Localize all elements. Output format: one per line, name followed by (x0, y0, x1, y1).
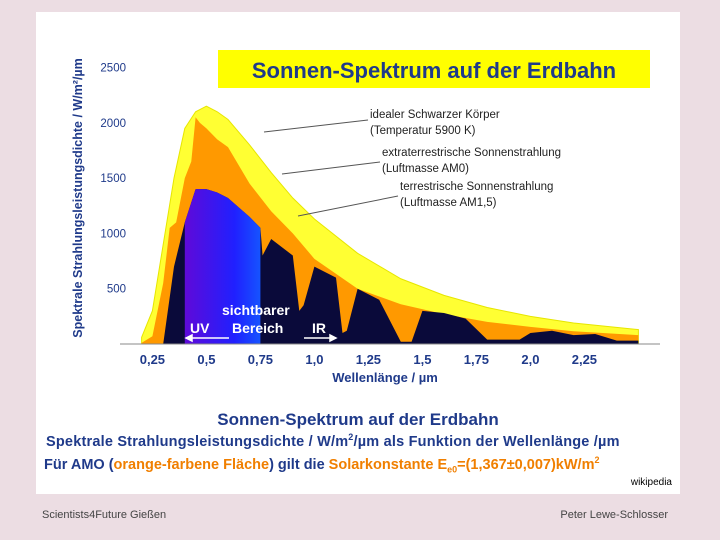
legend-blackbody-temp: (Temperatur 5900 K) (370, 125, 476, 137)
series-am15-area (163, 189, 639, 344)
caption-title: Sonnen-Spektrum auf der Erdbahn (217, 410, 499, 429)
y-axis-label: Spektrale Strahlungsleistungsdichte / W/… (71, 58, 85, 337)
legend-pointer-blackbody (263, 119, 369, 133)
caption-am0-highlight: Solarkonstante E (328, 456, 448, 473)
x-tick-label: 0,5 (197, 352, 215, 367)
chart-title-box (218, 50, 650, 88)
legend-am15-detail: (Luftmasse AM1,5) (400, 197, 497, 209)
x-tick-label: 1,5 (413, 352, 431, 367)
image-credit: wikipedia (630, 477, 672, 488)
uv-arrow-head (184, 333, 193, 343)
x-tick-label: 2,0 (521, 352, 539, 367)
visible-spectrum-rainbow (184, 189, 261, 344)
x-tick-label: 1,0 (305, 352, 323, 367)
legend-am15: terrestrische Sonnenstrahlung (400, 181, 553, 193)
x-tick-label: 0,75 (248, 352, 273, 367)
caption-subtitle: Spektrale Strahlungsleistungsdichte / W/… (46, 432, 676, 450)
x-axis-label: Wellenlänge / µm (332, 370, 438, 385)
caption-subtitle-rest: /µm als Funktion der Wellenlänge /µm (353, 433, 620, 450)
y-tick-label: 2500 (100, 63, 126, 75)
caption-am0-orange: orange-farbene Fläche (113, 456, 270, 473)
y-tick-label: 1000 (100, 228, 126, 240)
caption-am0-sup: 2 (594, 455, 600, 465)
annotation-visible-1: sichtbarer (222, 302, 290, 318)
legend-am0-detail: (Luftmasse AM0) (382, 163, 469, 175)
annotation-uv: UV (190, 320, 210, 336)
slide: 0,25 0,5 0,75 1,0 1,25 1,5 1,75 2,0 2,25 500 1000 1… (36, 12, 680, 494)
annotation-visible-2: Bereich (232, 320, 283, 336)
spectrum-chart-svg: 0,25 0,5 0,75 1,0 1,25 1,5 1,75 2,0 2,25 500 1000 1… (71, 50, 660, 385)
legend-blackbody: idealer Schwarzer Körper (370, 109, 500, 121)
x-tick-label: 1,75 (464, 352, 489, 367)
caption-am0-prefix: Für AMO ( (44, 456, 114, 473)
x-tick-label: 2,25 (572, 352, 597, 367)
x-tick-label: 1,25 (356, 352, 381, 367)
footer-right: Peter Lewe-Schlosser (560, 509, 668, 521)
legend-am0: extraterrestrische Sonnenstrahlung (382, 147, 561, 159)
legend-pointer-am15 (297, 195, 399, 217)
caption-am0-value: =(1,367±0,007)kW/m (457, 456, 595, 473)
chart: 0,25 0,5 0,75 1,0 1,25 1,5 1,75 2,0 2,25 500 1000 1… (36, 12, 680, 410)
legend-pointer-am0 (281, 161, 381, 175)
y-tick-label: 1500 (100, 173, 126, 185)
y-tick-label: 2000 (100, 118, 126, 130)
ir-arrow-head (329, 333, 338, 343)
caption-am0-sub: e0 (447, 464, 458, 475)
caption-am0-mid: ) gilt die (269, 456, 329, 473)
caption-am0: Für AMO (orange-farbene Fläche) gilt die… (44, 455, 599, 475)
y-tick-label: 500 (107, 284, 126, 296)
caption-subtitle-sup: 2 (348, 432, 354, 442)
caption-subtitle-text: Spektrale Strahlungsleistungsdichte / W/… (46, 433, 349, 450)
annotation-ir: IR (312, 320, 326, 336)
chart-title: Sonnen-Spektrum auf der Erdbahn (252, 58, 616, 83)
x-tick-label: 0,25 (140, 352, 165, 367)
footer-left: Scientists4Future Gießen (42, 509, 167, 521)
